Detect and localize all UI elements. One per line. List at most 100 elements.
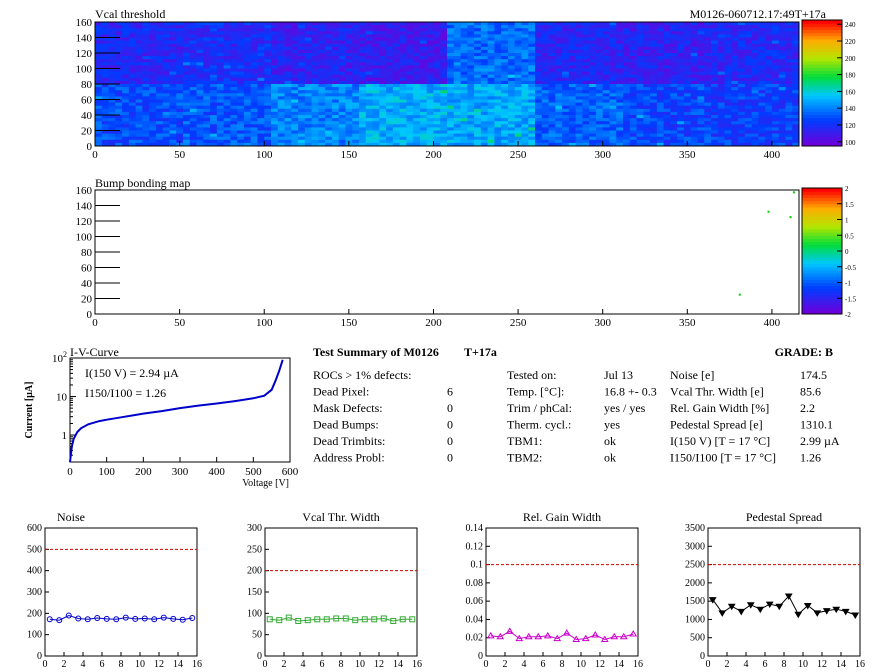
heatmap-cell	[744, 115, 753, 119]
ped-title: Pedestal Spread	[746, 510, 822, 524]
heatmap-cell	[528, 90, 536, 94]
heatmap-cell	[751, 142, 759, 147]
heatmap-cell	[765, 22, 773, 26]
heatmap-cell	[264, 118, 272, 122]
heatmap-cell	[162, 37, 170, 41]
heatmap-cell	[331, 77, 340, 82]
heatmap-cell	[514, 133, 522, 138]
heatmap-cell	[602, 142, 610, 147]
colorbar-segment	[802, 120, 842, 125]
heatmap-cell	[298, 80, 306, 85]
heatmap-cell	[792, 136, 800, 141]
heatmap-cell	[419, 108, 428, 113]
heatmap-cell	[298, 139, 306, 144]
heatmap-cell	[304, 87, 313, 91]
heatmap-cell	[413, 46, 421, 51]
heatmap-cell	[365, 31, 373, 35]
heatmap-cell	[758, 62, 766, 66]
heatmap-cell	[169, 99, 177, 103]
heatmap-cell	[663, 71, 671, 76]
heatmap-cell	[372, 59, 380, 63]
heatmap-cell	[331, 124, 340, 128]
heatmap-cell	[419, 130, 428, 134]
heatmap-cell	[128, 65, 137, 69]
heatmap-cell	[575, 102, 583, 107]
heatmap-cell	[602, 31, 610, 35]
heatmap-cell	[738, 22, 746, 26]
heatmap-cell	[677, 118, 685, 122]
colorbar-segment	[802, 136, 842, 141]
heatmap-cell	[609, 102, 617, 107]
heatmap-cell	[724, 53, 732, 57]
heatmap-cell	[562, 65, 570, 69]
heatmap-cell	[453, 127, 461, 131]
heatmap-cell	[115, 87, 123, 91]
heatmap-cell	[250, 102, 258, 107]
heatmap-cell	[176, 74, 184, 79]
heatmap-cell	[243, 90, 252, 94]
heatmap-cell	[528, 62, 536, 66]
heatmap-cell	[636, 127, 644, 131]
heatmap-cell	[494, 136, 502, 141]
heatmap-cell	[656, 46, 665, 51]
heatmap-cell	[785, 43, 793, 48]
colorbar-segment	[802, 247, 842, 252]
heatmap-cell	[460, 87, 468, 91]
heatmap-cell	[325, 25, 333, 29]
heatmap-cell	[494, 59, 502, 63]
heatmap-cell	[548, 84, 556, 88]
heatmap-cell	[643, 105, 651, 110]
heatmap-cell	[677, 62, 685, 66]
heatmap-cell	[697, 127, 705, 131]
heatmap-cell	[778, 74, 786, 79]
heatmap-cell	[555, 130, 563, 134]
heatmap-cell	[413, 133, 421, 138]
heatmap-cell	[731, 80, 739, 85]
heatmap-cell	[568, 118, 577, 122]
heatmap-cell	[744, 56, 753, 60]
heatmap-cell	[237, 80, 245, 85]
heatmap-cell	[284, 28, 292, 32]
heatmap-cell	[677, 80, 685, 85]
heatmap-cell	[785, 62, 793, 66]
heatmap-cell	[555, 118, 563, 122]
heatmap-cell	[386, 142, 394, 147]
x-tick-label: 8	[119, 659, 124, 670]
heatmap-cell	[771, 53, 780, 57]
heatmap-cell	[677, 102, 685, 107]
heatmap-cell	[683, 65, 692, 69]
heatmap-cell	[101, 68, 109, 72]
heatmap-cell	[568, 102, 577, 107]
heatmap-cell	[210, 46, 218, 51]
heatmap-cell	[663, 22, 671, 26]
heatmap-cell	[595, 124, 604, 128]
heatmap-cell	[474, 59, 482, 63]
heatmap-cell	[419, 90, 428, 94]
heatmap-cell	[372, 130, 380, 134]
heatmap-cell	[196, 115, 204, 119]
heatmap-cell	[386, 62, 394, 66]
heatmap-cell	[541, 124, 549, 128]
heatmap-cell	[101, 108, 109, 113]
bump-colorbar[interactable]: 21.510.50-0.5-1-1.5-2	[801, 185, 857, 319]
summary-label: Mask Defects:	[313, 401, 383, 415]
heatmap-cell	[352, 22, 360, 26]
heatmap-cell	[744, 127, 753, 131]
heatmap-cell	[162, 56, 170, 60]
heatmap-cell	[656, 96, 665, 100]
heatmap-cell	[392, 90, 401, 94]
heatmap-cell	[595, 28, 604, 32]
heatmap-cell	[216, 130, 225, 134]
heatmap-cell	[555, 71, 563, 76]
heatmap-cell	[487, 43, 495, 48]
heatmap-cell	[623, 136, 631, 141]
colorbar-tick-label: 160	[845, 88, 856, 96]
heatmap-cell	[298, 74, 306, 79]
heatmap-cell	[426, 99, 434, 103]
heatmap-cell	[595, 68, 604, 72]
heatmap-cell	[169, 102, 177, 107]
heatmap-cell	[345, 40, 353, 45]
heatmap-cell	[765, 102, 773, 107]
heatmap-cell	[480, 124, 489, 128]
